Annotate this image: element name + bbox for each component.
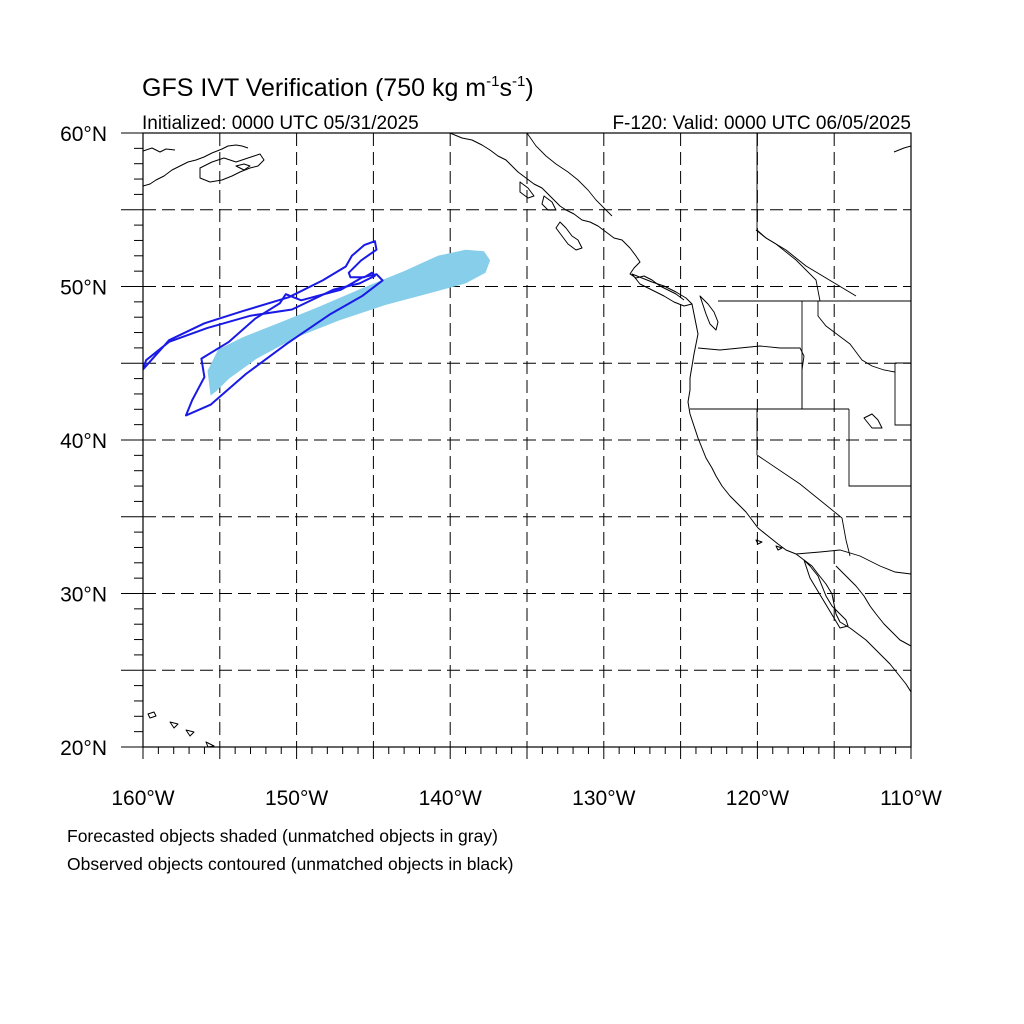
title-s: s [499,74,512,102]
lat-label: 30°N [60,584,107,607]
basemap-borders [526,133,911,575]
footnote-observed: Observed objects contoured (unmatched ob… [67,854,514,874]
title-exponent-2: -1 [512,73,525,90]
map-frame [142,132,912,748]
axis-ticks [121,132,912,759]
title-end: ) [525,74,533,102]
title-main: GFS IVT Verification (750 kg m [142,74,486,102]
lon-label: 110°W [880,787,942,810]
lon-label: 160°W [111,787,174,810]
title-exponent-1: -1 [486,73,499,90]
lon-label: 130°W [572,787,635,810]
initialized-label: Initialized: 0000 UTC 05/31/2025 [142,113,419,134]
footnote-forecast: Forecasted objects shaded (unmatched obj… [67,826,498,846]
observed-ivt-contour-outer [143,240,378,371]
lat-label: 20°N [60,737,107,760]
lat-label: 50°N [60,277,107,300]
lat-label: 40°N [60,430,107,453]
lat-label: 60°N [60,123,107,146]
chart-title: GFS IVT Verification (750 kg m-1s-1) [142,73,534,102]
lon-label: 120°W [726,787,789,810]
basemap-coastlines [143,133,911,747]
lat-lon-grid [143,133,911,747]
lon-label: 140°W [419,787,482,810]
observed-ivt-contour-inner [185,273,384,417]
lon-label: 150°W [265,787,328,810]
forecast-ivt-object [207,249,491,396]
axis-labels: 160°W 150°W 140°W 130°W 120°W 110°W 60°N 50°N 40… [60,123,942,810]
valid-label: F-120: Valid: 0000 UTC 06/05/2025 [612,113,911,134]
